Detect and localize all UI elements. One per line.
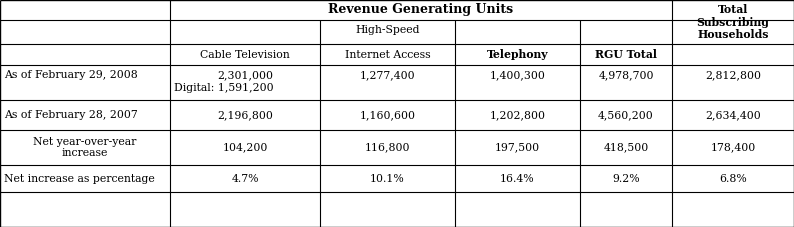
Text: 4,560,200: 4,560,200 [598,110,654,120]
Text: 1,400,300: 1,400,300 [490,71,545,81]
Text: Net year-over-year
increase: Net year-over-year increase [33,137,137,158]
Text: 418,500: 418,500 [603,143,649,153]
Text: 4.7%: 4.7% [231,173,259,183]
Text: 16.4%: 16.4% [500,173,535,183]
Text: 9.2%: 9.2% [612,173,640,183]
Text: 2,301,000: 2,301,000 [217,71,273,81]
Text: 2,634,400: 2,634,400 [705,110,761,120]
Text: 1,277,400: 1,277,400 [360,71,415,81]
Text: Cable Television: Cable Television [200,49,290,59]
Text: Total
Subscribing
Households: Total Subscribing Households [696,4,769,40]
Text: 116,800: 116,800 [364,143,410,153]
Text: 1,202,800: 1,202,800 [489,110,545,120]
Text: 178,400: 178,400 [711,143,756,153]
Text: 2,812,800: 2,812,800 [705,71,761,81]
Text: 6.8%: 6.8% [719,173,747,183]
Text: Internet Access: Internet Access [345,49,430,59]
Text: 1,160,600: 1,160,600 [360,110,415,120]
Text: Net increase as percentage: Net increase as percentage [4,173,155,183]
Text: Digital: 1,591,200: Digital: 1,591,200 [174,83,274,93]
Text: As of February 28, 2007: As of February 28, 2007 [4,110,137,120]
Text: 197,500: 197,500 [495,143,540,153]
Text: Telephony: Telephony [487,49,549,60]
Text: High-Speed: High-Speed [355,25,420,35]
Text: As of February 29, 2008: As of February 29, 2008 [4,71,137,81]
Text: 104,200: 104,200 [222,143,268,153]
Text: 10.1%: 10.1% [370,173,405,183]
Text: RGU Total: RGU Total [595,49,657,60]
Text: Revenue Generating Units: Revenue Generating Units [329,3,514,17]
Text: 4,978,700: 4,978,700 [598,71,653,81]
Text: 2,196,800: 2,196,800 [217,110,273,120]
